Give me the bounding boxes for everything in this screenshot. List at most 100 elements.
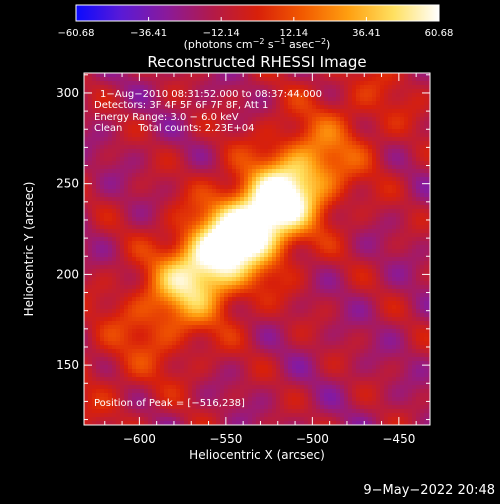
heatmap-cell [388,265,393,270]
heatmap-cell [252,213,257,218]
heatmap-cell [416,173,421,178]
heatmap-cell [364,245,369,250]
heatmap-cell [332,137,337,142]
heatmap-cell [200,257,205,262]
heatmap-cell [324,289,329,294]
heatmap-cell [176,169,181,174]
heatmap-cell [112,137,117,142]
heatmap-cell [364,77,369,82]
heatmap-cell [380,129,385,134]
heatmap-cell [412,205,417,210]
heatmap-cell [164,137,169,142]
heatmap-cell [400,233,405,238]
heatmap-cell [124,273,129,278]
heatmap-cell [416,149,421,154]
heatmap-cell [388,73,393,78]
heatmap-cell [328,181,333,186]
heatmap-cell [340,129,345,134]
heatmap-cell [196,273,201,278]
heatmap-cell [104,261,109,266]
heatmap-cell [156,229,161,234]
heatmap-cell [112,209,117,214]
heatmap-cell [392,117,397,122]
heatmap-cell [324,217,329,222]
heatmap-cell [360,181,365,186]
heatmap-cell [104,301,109,306]
heatmap-cell [128,217,133,222]
heatmap-cell [92,181,97,186]
heatmap-cell [216,177,221,182]
heatmap-cell [376,217,381,222]
heatmap-cell [300,209,305,214]
heatmap-cell [280,253,285,258]
heatmap-cell [316,137,321,142]
heatmap-cell [364,129,369,134]
heatmap-cell [392,97,397,102]
heatmap-cell [244,181,249,186]
heatmap-cell [260,165,265,170]
heatmap-cell [320,181,325,186]
heatmap-cell [164,285,169,290]
heatmap-cell [168,285,173,290]
heatmap-cell [348,113,353,118]
heatmap-cell [384,109,389,114]
heatmap-cell [128,193,133,198]
heatmap-cell [252,285,257,290]
heatmap-cell [260,125,265,130]
heatmap-cell [272,293,277,298]
heatmap-cell [152,289,157,294]
heatmap-cell [408,145,413,150]
heatmap-cell [344,133,349,138]
heatmap-cell [288,257,293,262]
heatmap-cell [220,233,225,238]
heatmap-cell [164,189,169,194]
heatmap-cell [280,293,285,298]
heatmap-cell [244,209,249,214]
heatmap-cell [336,273,341,278]
heatmap-cell [372,101,377,106]
heatmap-cell [252,221,257,226]
heatmap-cell [300,281,305,286]
heatmap-cell [384,205,389,210]
heatmap-cell [336,153,341,158]
heatmap-cell [224,217,229,222]
heatmap-cell [192,245,197,250]
heatmap-cell [380,173,385,178]
heatmap-cell [420,149,425,154]
heatmap-cell [320,113,325,118]
heatmap-cell [168,153,173,158]
heatmap-cell [112,269,117,274]
heatmap-cell [288,81,293,86]
heatmap-cell [248,221,253,226]
heatmap-cell [216,137,221,142]
heatmap-cell [88,237,93,242]
heatmap-cell [204,217,209,222]
heatmap-cell [388,129,393,134]
heatmap-cell [152,249,157,254]
heatmap-cell [216,225,221,230]
heatmap-cell [276,137,281,142]
heatmap-cell [348,209,353,214]
heatmap-cell [400,221,405,226]
heatmap-cell [296,81,301,86]
heatmap-cell [204,209,209,214]
heatmap-cell [156,237,161,242]
heatmap-cell [180,289,185,294]
heatmap-cell [260,293,265,298]
heatmap-cell [416,285,421,290]
heatmap-cell [388,133,393,138]
heatmap-cell [212,177,217,182]
heatmap-cell [324,205,329,210]
colorbar-tick-label: 36.41 [352,28,381,39]
heatmap-cell [352,281,357,286]
heatmap-cell [84,265,89,270]
heatmap-cell [412,209,417,214]
heatmap-cell [244,197,249,202]
heatmap-cell [280,221,285,226]
heatmap-cell [276,129,281,134]
heatmap-cell [392,289,397,294]
heatmap-cell [296,237,301,242]
heatmap-cell [84,261,89,266]
heatmap-cell [248,189,253,194]
heatmap-cell [348,141,353,146]
